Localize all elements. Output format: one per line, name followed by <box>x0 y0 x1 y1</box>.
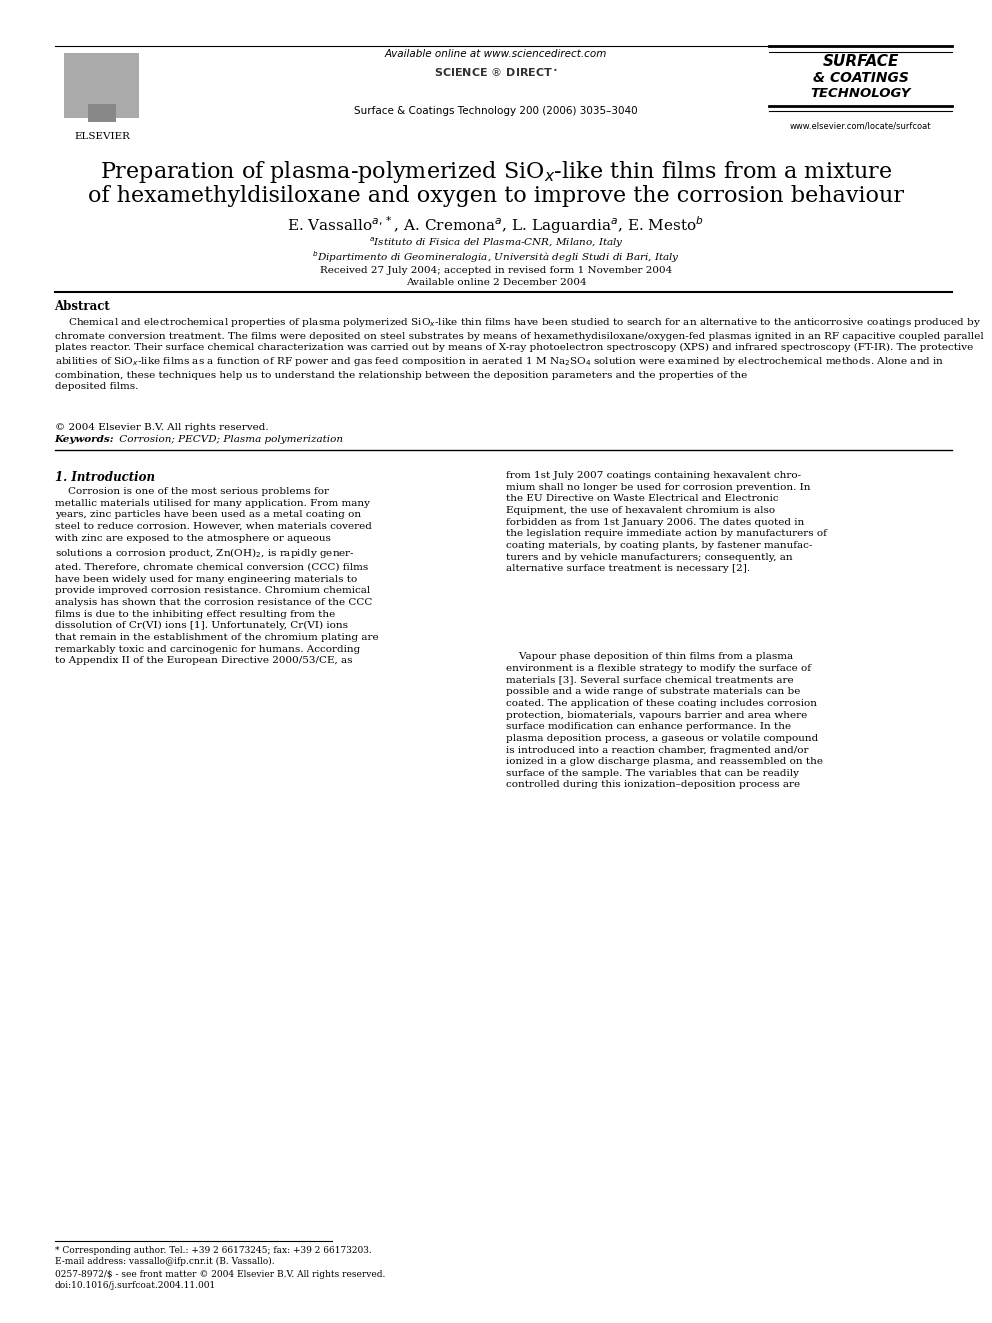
Text: TECHNOLOGY: TECHNOLOGY <box>810 87 911 101</box>
Text: Abstract: Abstract <box>55 300 110 314</box>
Text: $^b$Dipartimento di Geomineralogia, Università degli Studi di Bari, Italy: $^b$Dipartimento di Geomineralogia, Univ… <box>312 249 680 265</box>
Text: & COATINGS: & COATINGS <box>812 71 909 86</box>
Text: 0257-8972/$ - see front matter © 2004 Elsevier B.V. All rights reserved.: 0257-8972/$ - see front matter © 2004 El… <box>55 1270 385 1279</box>
Text: Surface & Coatings Technology 200 (2006) 3035–3040: Surface & Coatings Technology 200 (2006)… <box>354 106 638 116</box>
Text: Corrosion; PECVD; Plasma polymerization: Corrosion; PECVD; Plasma polymerization <box>116 435 343 445</box>
Text: © 2004 Elsevier B.V. All rights reserved.: © 2004 Elsevier B.V. All rights reserved… <box>55 423 268 433</box>
Text: doi:10.1016/j.surfcoat.2004.11.001: doi:10.1016/j.surfcoat.2004.11.001 <box>55 1281 216 1290</box>
Text: E-mail address: vassallo@ifp.cnr.it (B. Vassallo).: E-mail address: vassallo@ifp.cnr.it (B. … <box>55 1257 274 1266</box>
Text: Vapour phase deposition of thin films from a plasma
environment is a flexible st: Vapour phase deposition of thin films fr… <box>506 652 823 790</box>
Text: Preparation of plasma-polymerized SiO$_x$-like thin films from a mixture: Preparation of plasma-polymerized SiO$_x… <box>99 159 893 185</box>
Text: Available online 2 December 2004: Available online 2 December 2004 <box>406 278 586 287</box>
Text: of hexamethyldisiloxane and oxygen to improve the corrosion behaviour: of hexamethyldisiloxane and oxygen to im… <box>88 185 904 208</box>
Text: www.elsevier.com/locate/surfcoat: www.elsevier.com/locate/surfcoat <box>790 122 931 131</box>
Text: Received 27 July 2004; accepted in revised form 1 November 2004: Received 27 July 2004; accepted in revis… <box>319 266 673 275</box>
Text: * Corresponding author. Tel.: +39 2 66173245; fax: +39 2 66173203.: * Corresponding author. Tel.: +39 2 6617… <box>55 1246 371 1256</box>
Text: SCIENCE $\circledR$ DIRECT$^\bullet$: SCIENCE $\circledR$ DIRECT$^\bullet$ <box>434 66 558 78</box>
Bar <box>87 103 116 122</box>
Text: Available online at www.sciencedirect.com: Available online at www.sciencedirect.co… <box>385 49 607 60</box>
Text: SURFACE: SURFACE <box>822 54 899 69</box>
Text: Corrosion is one of the most serious problems for
metallic materials utilised fo: Corrosion is one of the most serious pro… <box>55 487 378 665</box>
Text: E. Vassallo$^{a,*}$, A. Cremona$^a$, L. Laguardia$^a$, E. Mesto$^b$: E. Vassallo$^{a,*}$, A. Cremona$^a$, L. … <box>288 214 704 235</box>
Text: from 1st July 2007 coatings containing hexavalent chro-
mium shall no longer be : from 1st July 2007 coatings containing h… <box>506 471 826 573</box>
Text: Keywords:: Keywords: <box>55 435 114 445</box>
Bar <box>63 53 139 118</box>
Text: ELSEVIER: ELSEVIER <box>74 132 130 142</box>
Text: Chemical and electrochemical properties of plasma polymerized SiO$_x$-like thin : Chemical and electrochemical properties … <box>55 316 983 392</box>
Text: $^a$Istituto di Fisica del Plasma-CNR, Milano, Italy: $^a$Istituto di Fisica del Plasma-CNR, M… <box>369 235 623 250</box>
Text: 1. Introduction: 1. Introduction <box>55 471 155 484</box>
